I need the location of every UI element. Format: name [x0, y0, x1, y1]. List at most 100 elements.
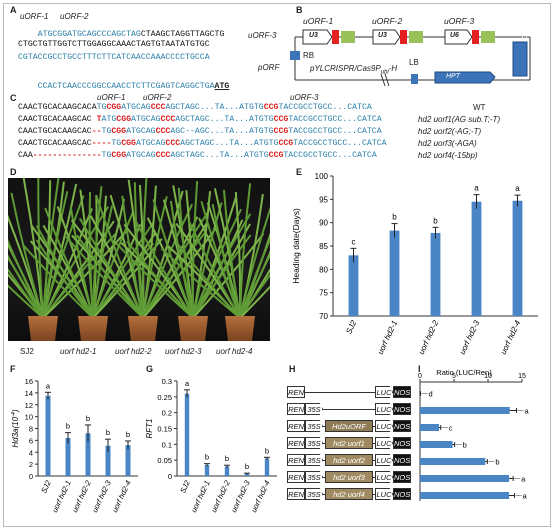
b-rb-label: RB [303, 51, 315, 60]
construct-row: REN 35S hd2 uorf3 LUC NOS [287, 471, 427, 483]
nos-box: NOS [393, 437, 411, 449]
lb-box [411, 74, 418, 84]
bar [204, 464, 210, 476]
bar [430, 232, 441, 316]
luc-box: LUC [375, 420, 393, 432]
y-tick-label: 80 [319, 265, 328, 274]
promoter-35s-box: 35S [305, 420, 323, 432]
chart-heading-date: 70 75 80 85 90 95 100 c SJ2 b uorf hd2-1 b uorf hd2-… [291, 172, 538, 356]
c-header-uorf3: uORF-3 [290, 93, 319, 102]
chart-title: Ratio (LUC/Ren) [436, 368, 492, 377]
x-tick-label: uorf hd2-1 [189, 479, 212, 514]
panel-label-h: H [289, 364, 296, 374]
c-label-uorf3: hd2 uorf3(-AGA) [418, 139, 477, 148]
y-tick-label: 0.2 [162, 409, 172, 418]
pot [178, 316, 208, 341]
y-tick-label: 0.05 [157, 456, 172, 465]
rice-plant [8, 178, 127, 341]
significance-letter: a [474, 184, 479, 193]
construct-row: REN 35S LUC NOS [287, 403, 427, 415]
significance-letter: b [265, 446, 269, 455]
luc-box: LUC [375, 437, 393, 449]
significance-letter: b [392, 213, 397, 222]
construct-row: REN 35S hd2 uorf2 LUC NOS [287, 454, 427, 466]
ren-box: REN [287, 403, 305, 415]
d-label-hd2-1: uorf hd2-1 [60, 347, 97, 356]
significance-letter: b [225, 454, 229, 463]
y-tick-label: 4 [29, 448, 33, 457]
construct-row: REN 35S hd2 uorf4 LUC NOS [287, 488, 427, 500]
ren-box: REN [287, 420, 305, 432]
uorf1-label: uORF-1 [20, 12, 49, 21]
significance-letter: a [525, 407, 530, 416]
rice-plant [65, 178, 217, 341]
bar [105, 445, 111, 476]
y-tick-label: 90 [319, 219, 328, 228]
c-row-uorf3: CAACTGCACAAGCAC----TGCGGATGCAGCCCAGCTAGC… [18, 139, 387, 148]
bar [224, 466, 230, 476]
significance-letter: b [433, 216, 438, 225]
significance-letter: b [106, 428, 110, 437]
x-tick-label: uorf hd2-4 [249, 479, 272, 514]
construct-line [287, 409, 409, 410]
y-axis-label: RFT1 [145, 419, 154, 439]
x-tick-label: SJ2 [344, 319, 358, 336]
c-label-uorf1: hd2 uorf1(AG sub.T;-T) [418, 115, 501, 124]
x-tick-label: uorf hd2-2 [417, 319, 441, 356]
y-tick-label: 95 [319, 195, 328, 204]
bar [512, 200, 523, 316]
significance-letter: c [352, 237, 356, 246]
construct-row: REN 35S Hd2uORF LUC NOS [287, 420, 427, 432]
bar [471, 201, 482, 316]
y-tick-label: 8 [29, 425, 33, 434]
bar [420, 458, 486, 465]
seq-a-line1-teal: ATGCGGATGCAGCCCAGCTAG [37, 30, 141, 39]
bar [85, 433, 91, 476]
d-label-hd2-2: uorf hd2-2 [115, 347, 152, 356]
x-tick-label: uorf hd2-2 [209, 478, 232, 514]
bar [348, 255, 359, 316]
x-tick-label: 0 [418, 373, 422, 380]
significance-letter: a [521, 475, 526, 484]
c-row-uorf1: CAACTGCACAAGCAC TATGCGGATGCAGCCCAGCTAGC.… [18, 115, 382, 124]
b-orf3-label: uORF-3 [444, 16, 475, 26]
panel-label-i: I [418, 364, 421, 374]
ren-box: REN [287, 386, 305, 398]
y-tick-label: 0.1 [162, 440, 172, 449]
rb-box [290, 51, 300, 60]
uorf-box: hd2 uorf4 [325, 488, 373, 500]
x-tick-label: uorf hd2-3 [458, 319, 482, 356]
bar [125, 445, 131, 476]
cassette-1 [302, 29, 355, 45]
significance-letter: b [463, 441, 467, 450]
significance-letter: b [86, 414, 90, 423]
b-promoter2: U3 [378, 32, 387, 39]
y-tick-label: 2 [29, 460, 33, 469]
seq-a-start-codon: ATG [214, 82, 230, 91]
bar [420, 407, 510, 414]
uorf-box: Hd2uORF [325, 420, 373, 432]
promoter-35s-box: 35S [305, 454, 323, 466]
bar [420, 424, 440, 431]
significance-letter: a [46, 381, 51, 390]
c-header-uorf1: uORF-1 [97, 93, 126, 102]
significance-letter: a [185, 379, 190, 388]
uorf2-label: uORF-2 [60, 12, 89, 21]
significance-letter: b [66, 422, 70, 431]
b-orf2-label: uORF-2 [372, 16, 403, 26]
significance-letter: a [523, 492, 528, 501]
bar [389, 230, 400, 316]
x-tick-label: uorf hd2-4 [499, 319, 523, 356]
y-tick-label: 0.25 [157, 393, 172, 402]
c-row-uorf2: CAACTGCACAAGCAC--TGCGGATGCAGCCCAGC--AGC.… [18, 127, 382, 136]
x-tick-label: uorf hd2-2 [70, 478, 93, 514]
x-tick-label: 5 [452, 373, 456, 380]
b-orf1-label: uORF-1 [303, 16, 334, 26]
significance-letter: b [245, 462, 249, 471]
porf-label: pORF [258, 63, 280, 72]
construct-row: REN 35S hd2 uorf1 LUC NOS [287, 437, 427, 449]
x-tick-label: SJ2 [178, 478, 192, 494]
panel-label-e: E [296, 167, 303, 177]
b-hpt-label: HPT [446, 73, 460, 80]
bar [184, 393, 190, 476]
